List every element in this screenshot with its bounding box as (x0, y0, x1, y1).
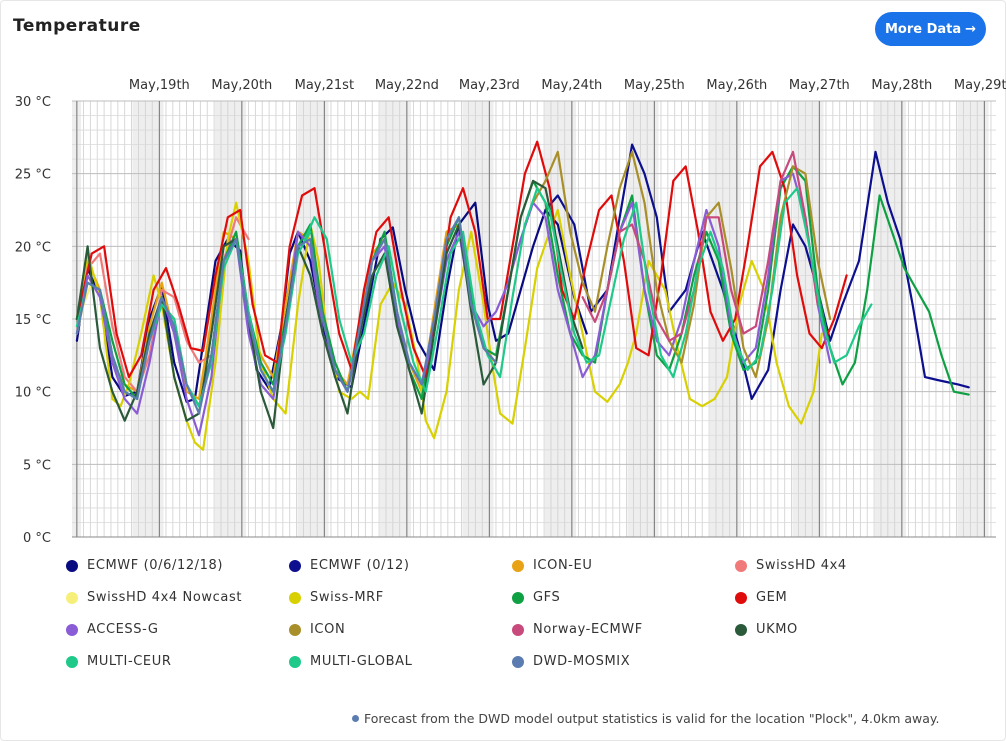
legend-item[interactable]: GEM (735, 590, 787, 605)
more-data-button[interactable]: More Data → (875, 12, 986, 46)
x-day-label: May,27th (789, 78, 850, 93)
footnote-text: Forecast from the DWD model output stati… (364, 711, 940, 726)
x-day-label: May,24th (541, 78, 602, 93)
x-day-label: May,25th (624, 78, 685, 93)
legend-dot-icon (512, 655, 524, 668)
series-lines (75, 140, 970, 451)
more-data-label: More Data (884, 21, 962, 37)
legend-label: ECMWF (0/6/12/18) (87, 558, 224, 573)
y-tick-label: 5 °C (23, 458, 51, 473)
legend-label: SwissHD 4x4 (756, 558, 847, 573)
legend-dot-icon (289, 655, 301, 668)
legend-label: Swiss-MRF (310, 590, 384, 605)
legend-dot-icon (66, 559, 78, 572)
legend-label: ICON (310, 622, 346, 637)
x-day-label: May,29th (954, 78, 1006, 93)
y-tick-label: 15 °C (15, 313, 51, 328)
footnote: Forecast from the DWD model output stati… (352, 711, 940, 726)
legend-dot-icon (289, 591, 301, 604)
series-line (75, 140, 848, 379)
legend-item[interactable]: UKMO (735, 622, 798, 637)
legend-item[interactable]: Norway-ECMWF (512, 622, 643, 637)
series-line (544, 143, 970, 400)
legend-dot-icon (512, 591, 524, 604)
x-day-label: May,20th (211, 78, 272, 93)
legend-item[interactable]: ICON (289, 622, 345, 637)
widget-title: Temperature (13, 16, 141, 36)
legend-label: GEM (756, 590, 788, 605)
legend-item[interactable]: MULTI-CEUR (66, 654, 172, 669)
temperature-chart: 0 °C 5 °C 10 °C 15 °C 20 °C 25 °C 30 °C May,19t… (15, 78, 1006, 546)
legend-label: ECMWF (0/12) (310, 558, 410, 573)
legend-dot-icon (735, 623, 747, 636)
x-day-label: May,19th (129, 78, 190, 93)
legend-item[interactable]: DWD-MOSMIX (512, 654, 630, 669)
series-line (581, 150, 819, 342)
legend-item[interactable]: ECMWF (0/6/12/18) (66, 558, 223, 573)
legend-label: DWD-MOSMIX (533, 654, 631, 669)
y-tick-label: 20 °C (15, 240, 51, 255)
legend-dot-icon (66, 655, 78, 668)
legend-label: SwissHD 4x4 Nowcast (87, 590, 243, 605)
footnote-dot-icon (352, 715, 359, 722)
legend-item[interactable]: SwissHD 4x4 (735, 558, 847, 573)
legend-label: ICON-EU (533, 558, 593, 573)
legend-item[interactable]: GFS (512, 590, 560, 605)
legend-label: MULTI-CEUR (87, 654, 172, 669)
legend-item[interactable]: ACCESS-G (66, 622, 159, 637)
series-line (301, 187, 873, 393)
legend-item[interactable]: Swiss-MRF (289, 590, 384, 605)
legend-dot-icon (66, 591, 78, 604)
legend-label: MULTI-GLOBAL (310, 654, 413, 669)
legend-item[interactable]: SwissHD 4x4 Nowcast (66, 590, 242, 605)
legend-dot-icon (735, 559, 747, 572)
y-tick-label: 0 °C (23, 531, 51, 546)
legend-label: Norway-ECMWF (533, 622, 643, 637)
x-day-label: May,26th (706, 78, 767, 93)
y-tick-label: 25 °C (15, 168, 51, 183)
legend-label: GFS (533, 590, 561, 605)
series-line (75, 172, 832, 437)
x-day-label: May,28th (871, 78, 932, 93)
legend-label: ACCESS-G (87, 622, 159, 637)
y-tick-label: 10 °C (15, 386, 51, 401)
x-day-label: May,22nd (375, 78, 439, 93)
arrow-right-icon: → (965, 21, 977, 37)
legend-dot-icon (289, 559, 301, 572)
legend-dot-icon (66, 623, 78, 636)
y-tick-label: 30 °C (15, 95, 51, 110)
legend-item[interactable]: ICON-EU (512, 558, 593, 573)
series-line (75, 201, 823, 451)
series-line (75, 216, 498, 415)
legend-dot-icon (512, 559, 524, 572)
legend-dot-icon (512, 623, 524, 636)
series-line (531, 150, 832, 379)
x-day-label: May,21st (295, 78, 354, 93)
legend-item[interactable]: MULTI-GLOBAL (289, 654, 412, 669)
legend-dot-icon (289, 623, 301, 636)
legend-label: UKMO (756, 622, 798, 637)
x-day-label: May,23rd (459, 78, 520, 93)
legend-item[interactable]: ECMWF (0/12) (289, 558, 410, 573)
legend-dot-icon (735, 591, 747, 604)
